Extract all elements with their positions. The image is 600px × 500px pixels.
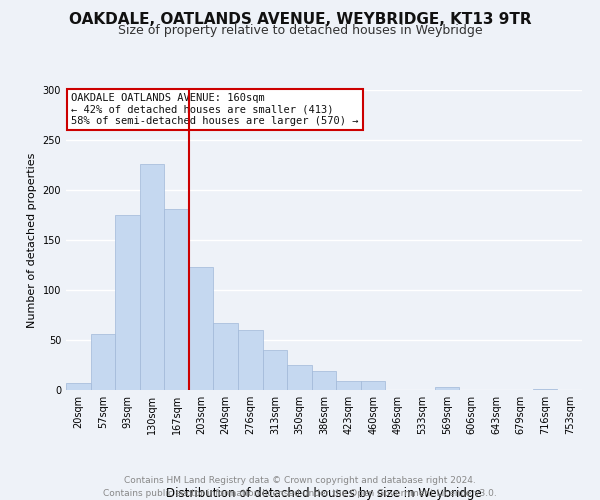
Bar — [312, 371, 336, 390]
Bar — [533, 389, 557, 390]
Bar — [434, 387, 459, 390]
Bar — [91, 334, 115, 390]
Bar — [140, 164, 164, 390]
Bar — [66, 383, 91, 390]
Bar — [336, 381, 361, 390]
Text: Contains HM Land Registry data © Crown copyright and database right 2024.
Contai: Contains HM Land Registry data © Crown c… — [103, 476, 497, 498]
Bar — [263, 350, 287, 390]
Bar — [214, 323, 238, 390]
Bar — [238, 330, 263, 390]
Bar — [361, 381, 385, 390]
Bar — [115, 215, 140, 390]
Text: Size of property relative to detached houses in Weybridge: Size of property relative to detached ho… — [118, 24, 482, 37]
Y-axis label: Number of detached properties: Number of detached properties — [27, 152, 37, 328]
Bar — [189, 267, 214, 390]
Text: OAKDALE OATLANDS AVENUE: 160sqm
← 42% of detached houses are smaller (413)
58% o: OAKDALE OATLANDS AVENUE: 160sqm ← 42% of… — [71, 93, 359, 126]
Bar — [287, 365, 312, 390]
Text: OAKDALE, OATLANDS AVENUE, WEYBRIDGE, KT13 9TR: OAKDALE, OATLANDS AVENUE, WEYBRIDGE, KT1… — [68, 12, 532, 28]
X-axis label: Distribution of detached houses by size in Weybridge: Distribution of detached houses by size … — [166, 487, 482, 500]
Bar — [164, 209, 189, 390]
